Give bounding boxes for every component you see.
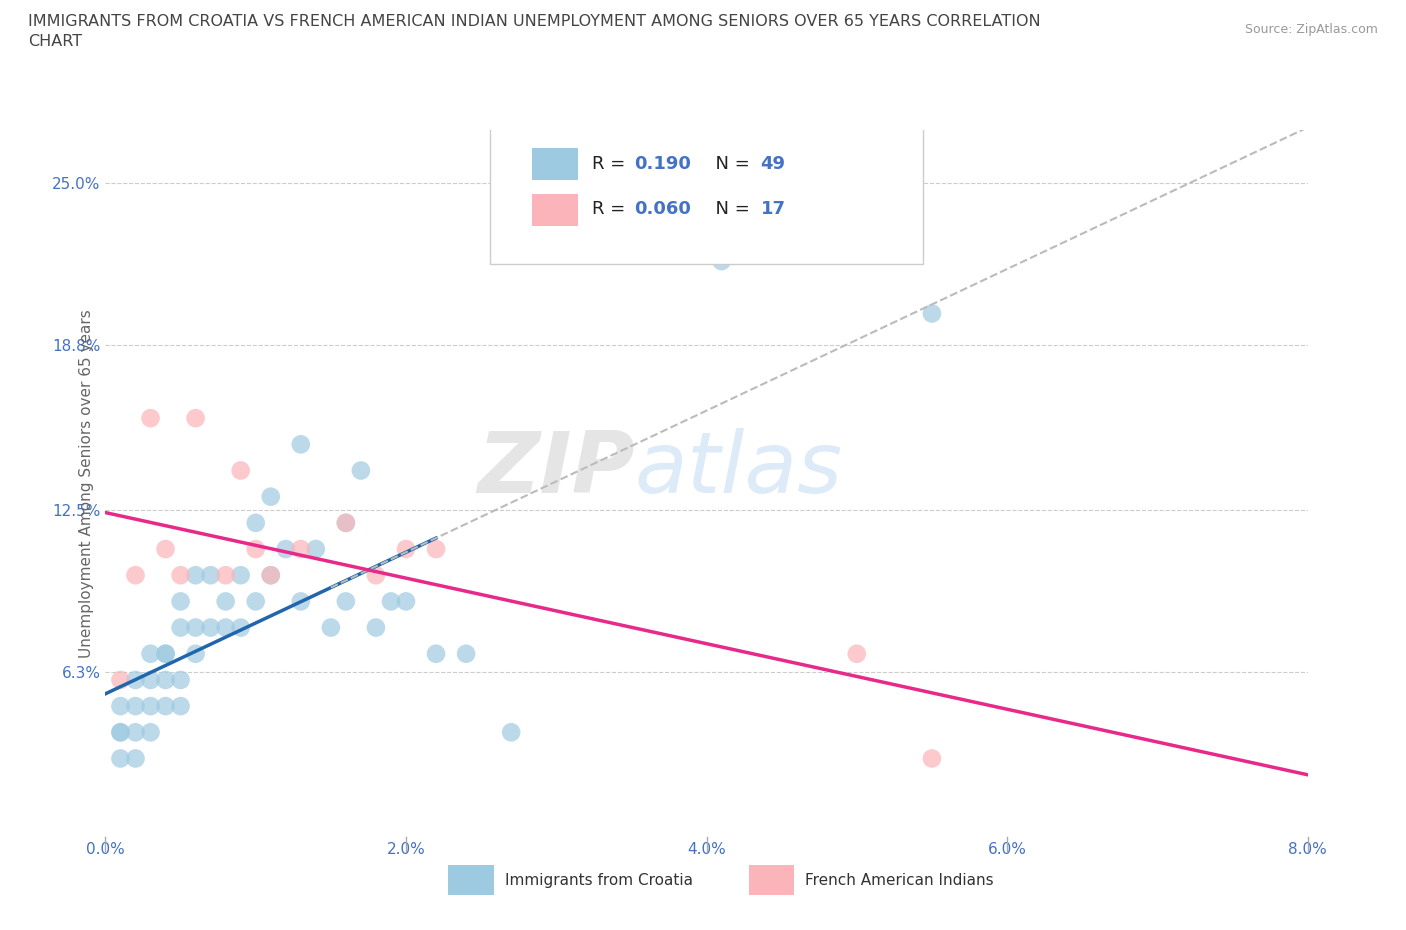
Point (139, 724, 162, 739)
Text: N =: N = (704, 154, 755, 173)
Text: Source: ZipAtlas.com: Source: ZipAtlas.com (1244, 23, 1378, 36)
Point (380, 594, 402, 609)
Text: ZIP: ZIP (477, 428, 634, 511)
Text: N =: N = (704, 200, 755, 219)
Text: 17: 17 (761, 200, 786, 219)
Point (184, 411, 207, 426)
Text: R =: R = (592, 200, 631, 219)
Text: 0.060: 0.060 (634, 200, 692, 219)
Point (350, 463, 373, 478)
Point (169, 672, 191, 687)
Point (921, 306, 943, 321)
Point (155, 698, 177, 713)
Point (124, 698, 146, 713)
Point (184, 568, 207, 583)
FancyBboxPatch shape (748, 865, 794, 895)
Point (364, 620, 387, 635)
Point (110, 672, 132, 687)
Point (229, 568, 252, 583)
FancyBboxPatch shape (449, 865, 494, 895)
FancyBboxPatch shape (491, 126, 922, 264)
Point (845, 646, 868, 661)
Point (110, 751, 132, 766)
Point (200, 568, 222, 583)
Point (200, 620, 222, 635)
Point (710, 254, 733, 269)
Text: Immigrants from Croatia: Immigrants from Croatia (505, 872, 693, 887)
Point (290, 594, 312, 609)
Point (395, 541, 418, 556)
FancyBboxPatch shape (533, 148, 578, 179)
Point (124, 751, 146, 766)
Point (184, 620, 207, 635)
Point (124, 568, 146, 583)
Point (245, 541, 267, 556)
Point (425, 646, 447, 661)
FancyBboxPatch shape (533, 193, 578, 226)
Point (229, 463, 252, 478)
Point (305, 541, 328, 556)
Point (155, 541, 177, 556)
Point (139, 672, 162, 687)
Point (124, 672, 146, 687)
Point (214, 620, 236, 635)
Point (214, 594, 236, 609)
Point (260, 489, 283, 504)
Point (184, 646, 207, 661)
Point (319, 620, 342, 635)
Point (139, 646, 162, 661)
Point (139, 411, 162, 426)
Point (274, 541, 297, 556)
Point (425, 541, 447, 556)
Point (229, 620, 252, 635)
Point (921, 751, 943, 766)
Point (139, 698, 162, 713)
Point (169, 594, 191, 609)
Point (501, 724, 523, 739)
Point (110, 724, 132, 739)
Point (260, 568, 283, 583)
Point (290, 437, 312, 452)
Point (110, 724, 132, 739)
Point (155, 672, 177, 687)
Point (214, 568, 236, 583)
Text: atlas: atlas (634, 428, 842, 511)
Point (155, 646, 177, 661)
Text: IMMIGRANTS FROM CROATIA VS FRENCH AMERICAN INDIAN UNEMPLOYMENT AMONG SENIORS OVE: IMMIGRANTS FROM CROATIA VS FRENCH AMERIC… (28, 14, 1040, 29)
Text: French American Indians: French American Indians (806, 872, 994, 887)
Point (124, 724, 146, 739)
Point (245, 515, 267, 530)
Point (169, 568, 191, 583)
Text: R =: R = (592, 154, 631, 173)
Point (335, 515, 357, 530)
Point (335, 515, 357, 530)
Point (245, 594, 267, 609)
Point (110, 698, 132, 713)
Text: 49: 49 (761, 154, 786, 173)
Point (155, 646, 177, 661)
Point (395, 594, 418, 609)
Point (335, 594, 357, 609)
Text: CHART: CHART (28, 34, 82, 49)
Point (364, 568, 387, 583)
Text: 0.190: 0.190 (634, 154, 692, 173)
Point (169, 620, 191, 635)
Point (454, 646, 477, 661)
Point (260, 568, 283, 583)
Point (169, 698, 191, 713)
Y-axis label: Unemployment Among Seniors over 65 years: Unemployment Among Seniors over 65 years (79, 310, 94, 658)
Point (290, 541, 312, 556)
